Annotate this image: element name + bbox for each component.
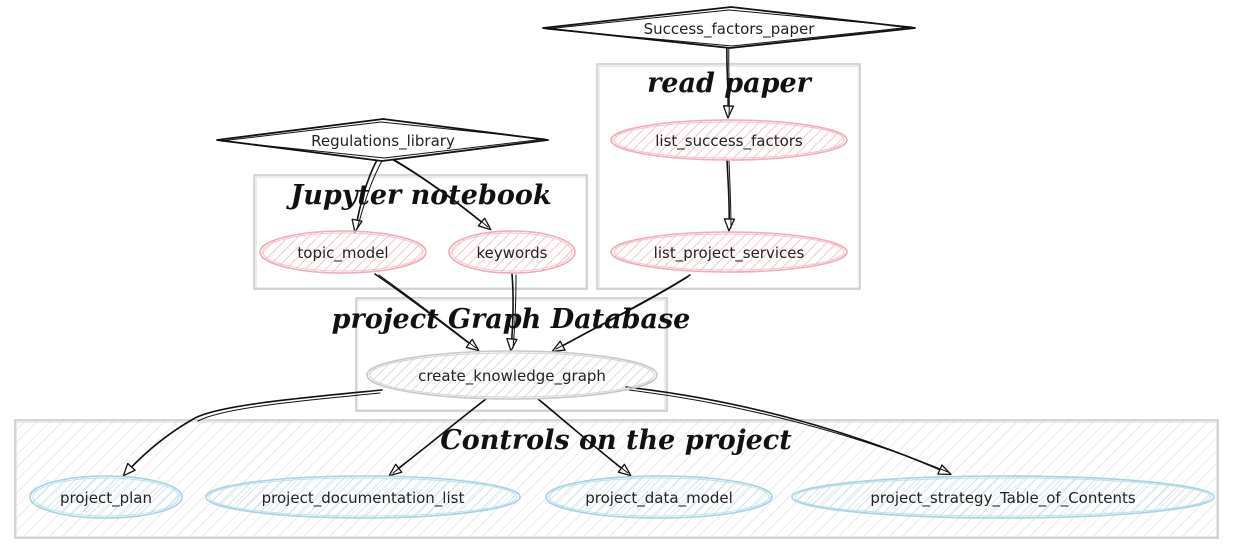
node-list-project-services-label: list_project_services [654,244,805,263]
edge-graph-to-data-model [537,398,632,477]
node-create-knowledge-graph[interactable]: create_knowledge_graph [366,350,658,400]
edge-regulations-to-keywords [389,157,492,231]
edge-paper-to-success-factors [722,41,735,119]
edge-topic-model-to-graph [374,273,480,352]
cluster-read-paper-label: read paper [647,68,813,99]
node-success-factors-paper-label: Success_factors_paper [644,20,816,39]
node-topic-model[interactable]: topic_model [259,230,427,274]
cluster-controls-label: Controls on the project [440,425,792,456]
edge-keywords-to-graph [506,273,518,352]
edge-services-to-graph [551,274,691,353]
node-list-success-factors-label: list_success_factors [655,132,803,151]
node-project-plan-label: project_plan [60,489,152,508]
node-list-project-services[interactable]: list_project_services [610,231,848,273]
node-project-data-model-label: project_data_model [585,489,733,508]
node-project-strategy-toc-label: project_strategy_Table_of_Contents [870,489,1136,508]
node-project-plan[interactable]: project_plan [29,475,183,519]
edge-graph-to-strategy-toc [625,386,952,476]
node-list-success-factors[interactable]: list_success_factors [610,119,848,161]
node-project-strategy-toc[interactable]: project_strategy_Table_of_Contents [791,475,1215,519]
node-regulations-library[interactable]: Regulations_library [216,118,549,162]
cluster-graph-database-label: project Graph Database [332,304,691,335]
node-keywords-label: keywords [477,244,548,262]
node-regulations-library-label: Regulations_library [311,132,455,151]
node-project-documentation-list-label: project_documentation_list [262,489,465,508]
node-project-data-model[interactable]: project_data_model [545,475,773,519]
cluster-jupyter-notebook-label: Jupyter notebook [285,180,551,211]
edge-graph-to-documentation [388,398,487,477]
node-success-factors-paper[interactable]: Success_factors_paper [542,6,916,49]
node-project-documentation-list[interactable]: project_documentation_list [205,475,521,519]
node-keywords[interactable]: keywords [448,230,576,274]
edge-regulations-to-topic-model [351,157,384,233]
node-topic-model-label: topic_model [297,244,388,263]
edges [122,41,952,477]
edge-success-factors-to-services [723,159,736,232]
node-create-knowledge-graph-label: create_knowledge_graph [418,367,606,386]
edge-graph-to-project-plan [122,389,383,477]
